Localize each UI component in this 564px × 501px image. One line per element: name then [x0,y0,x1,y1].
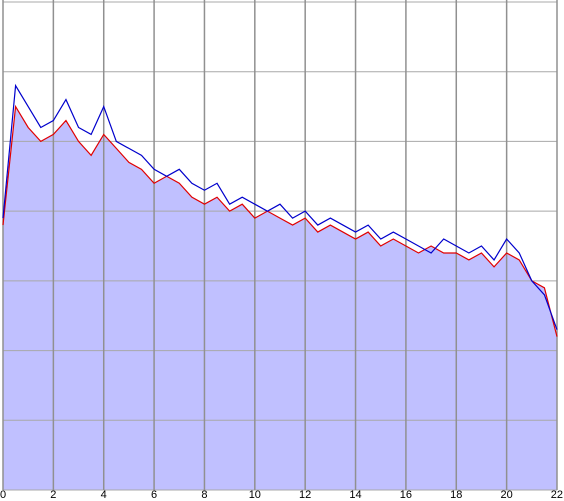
x-tick-label: 18 [450,489,462,501]
area [3,106,557,491]
x-tick-label: 22 [551,489,563,501]
line [2,104,558,337]
x-tick-label: 16 [400,489,412,501]
line [2,83,558,330]
x-tick-label: 8 [201,489,207,501]
x-tick-label: 0 [0,489,6,501]
x-tick-label: 2 [50,489,56,501]
x-tick-label: 10 [249,489,261,501]
x-tick-label: 20 [501,489,513,501]
x-tick-label: 6 [151,489,157,501]
x-tick-label: 4 [101,489,107,501]
x-tick-label: 14 [349,489,361,501]
x-tick-label: 12 [299,489,311,501]
